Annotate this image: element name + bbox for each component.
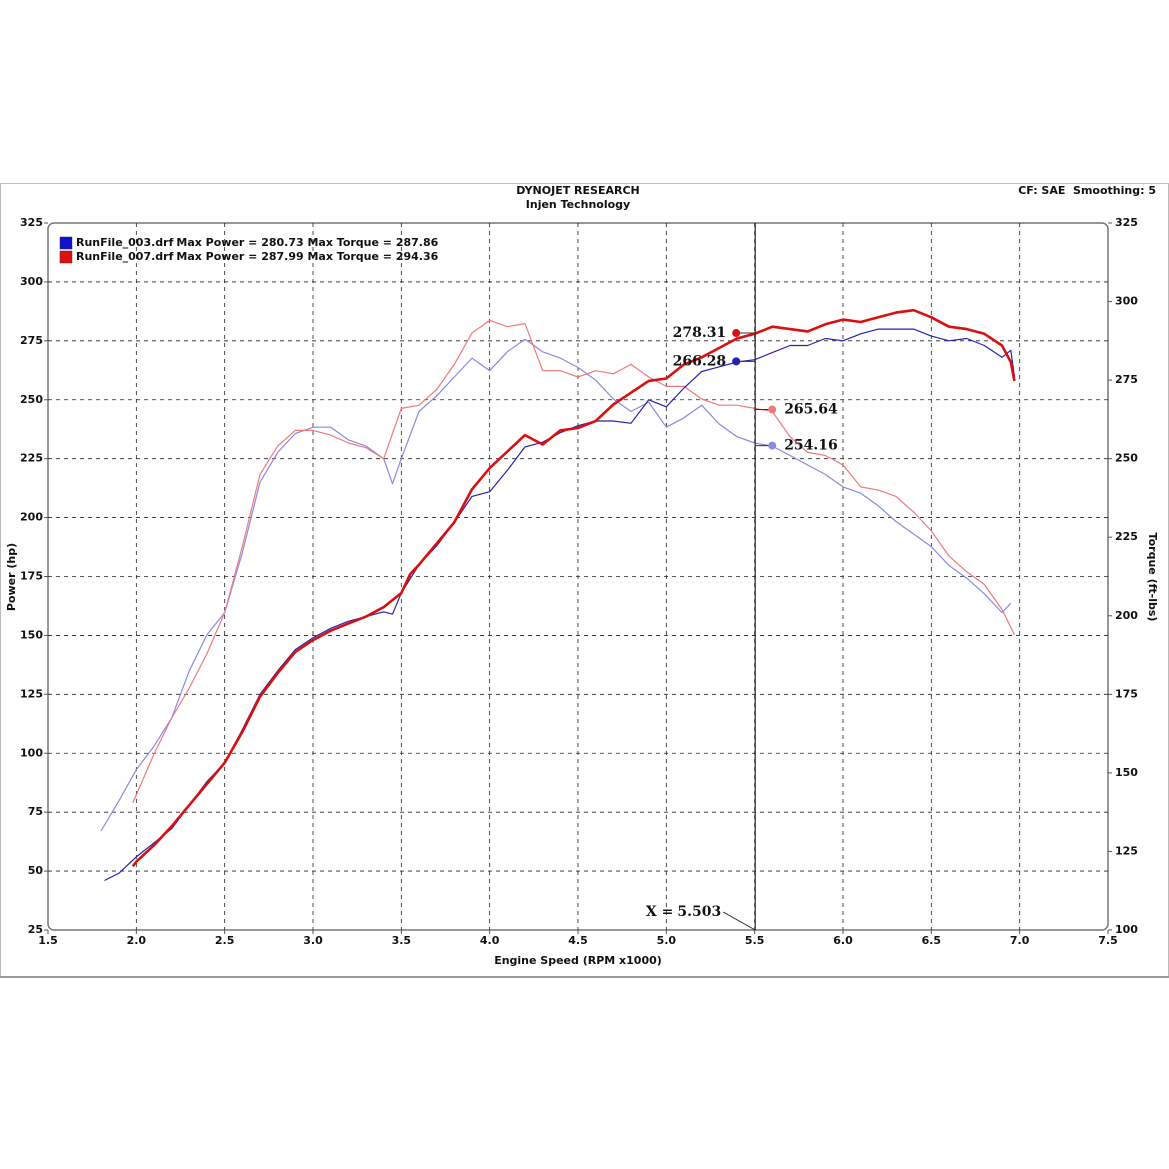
- y-tick-label: 50: [28, 864, 44, 877]
- cursor-readout: 266.28: [673, 353, 727, 369]
- x-tick-label: 6.5: [922, 934, 942, 947]
- legend-name: RunFile_003.drf: [76, 236, 174, 249]
- y-tick-label: 25: [28, 923, 43, 936]
- x-tick-label: 7.5: [1098, 934, 1118, 947]
- cursor-dot: [732, 357, 741, 366]
- curve: [131, 308, 1016, 868]
- x-tick-label: 6.0: [833, 934, 853, 947]
- y2-tick-label: 325: [1115, 216, 1138, 229]
- cursor-readout: 265.64: [784, 402, 838, 418]
- y2-tick-label: 150: [1115, 766, 1138, 779]
- y2-axis-title: Torque (ft-lbs): [1146, 533, 1159, 622]
- y-tick-label: 75: [28, 805, 43, 818]
- y2-tick-label: 225: [1115, 530, 1138, 543]
- x-tick-label: 5.0: [657, 934, 677, 947]
- legend-swatch: [59, 250, 73, 264]
- cursor-value: 5.503: [677, 904, 721, 920]
- x-tick-label: 1.5: [38, 934, 58, 947]
- x-tick-label: 5.5: [745, 934, 765, 947]
- y2-tick-label: 200: [1115, 609, 1138, 622]
- x-tick-label: 3.0: [303, 934, 323, 947]
- y-tick-label: 200: [20, 511, 43, 524]
- legend-text: Max Power = 280.73 Max Torque = 287.86: [176, 236, 438, 249]
- x-tick-label: 2.0: [127, 934, 147, 947]
- y-tick-label: 125: [20, 687, 43, 700]
- y-tick-label: 150: [20, 628, 43, 641]
- y-tick-label: 100: [20, 746, 43, 759]
- x-tick-label: 3.5: [392, 934, 412, 947]
- legend-entry: RunFile_003.drf Max Power = 280.73 Max To…: [76, 236, 439, 249]
- y2-tick-label: 300: [1115, 295, 1138, 308]
- y-tick-label: 225: [20, 452, 43, 465]
- cursor-dot: [768, 405, 777, 414]
- curve: [104, 328, 1015, 882]
- y2-tick-label: 250: [1115, 452, 1138, 465]
- x-tick-label: 4.5: [568, 934, 588, 947]
- y-tick-label: 250: [20, 393, 43, 406]
- chart-subtitle: Injen Technology: [526, 198, 630, 211]
- cursor-label-text: X =: [646, 904, 673, 920]
- legend-swatch: [59, 236, 73, 250]
- y2-tick-label: 125: [1115, 844, 1138, 857]
- x-axis-title: Engine Speed (RPM x1000): [494, 954, 662, 967]
- cursor-readout: 278.31: [673, 325, 727, 341]
- curve: [132, 319, 1015, 803]
- y-tick-label: 325: [20, 216, 43, 229]
- cursor-leader: [722, 911, 756, 931]
- cursor-dot: [768, 441, 777, 450]
- chart-title: DYNOJET RESEARCH: [516, 184, 639, 197]
- x-tick-label: 2.5: [215, 934, 235, 947]
- y-tick-label: 275: [20, 334, 43, 347]
- y-axis-title: Power (hp): [5, 543, 18, 611]
- legend-text: Max Power = 287.99 Max Torque = 294.36: [176, 250, 438, 263]
- x-tick-label: 4.0: [480, 934, 500, 947]
- y-tick-label: 175: [20, 570, 43, 583]
- cursor-dot: [732, 329, 741, 338]
- y-tick-label: 300: [20, 275, 43, 288]
- cursor-label: X = 5.503: [646, 904, 721, 920]
- legend-entry: RunFile_007.drf Max Power = 287.99 Max To…: [76, 250, 439, 263]
- curve: [100, 338, 1012, 832]
- y2-tick-label: 275: [1115, 373, 1138, 386]
- x-tick-label: 7.0: [1010, 934, 1030, 947]
- legend-name: RunFile_007.drf: [76, 250, 174, 263]
- y2-tick-label: 175: [1115, 687, 1138, 700]
- y2-tick-label: 100: [1115, 923, 1138, 936]
- cursor-readout: 254.16: [784, 438, 838, 454]
- settings-text: CF: SAE Smoothing: 5: [1018, 184, 1156, 197]
